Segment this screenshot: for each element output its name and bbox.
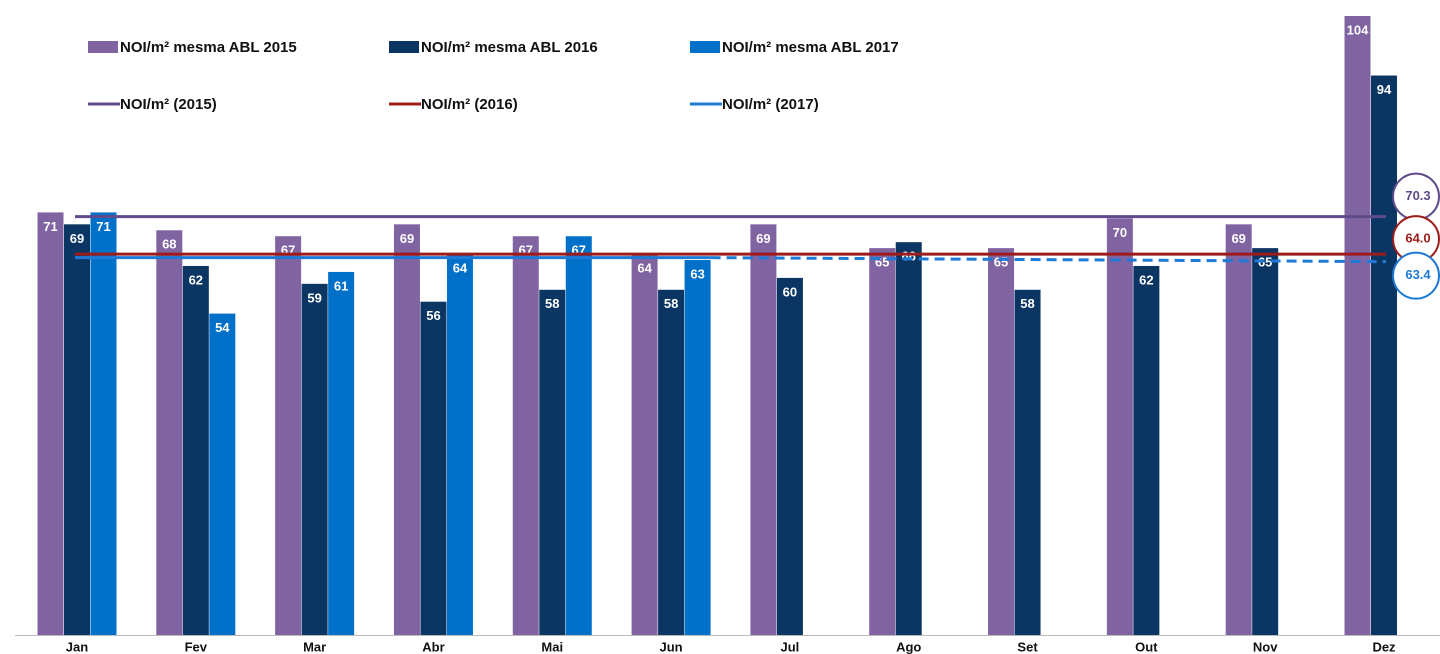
legend-label: NOI/m² (2017)	[722, 96, 819, 113]
bar	[182, 265, 209, 635]
x-tick-label: Nov	[1253, 639, 1278, 654]
bar-label: 60	[783, 284, 797, 299]
bar	[64, 224, 90, 635]
bar	[328, 271, 355, 635]
x-tick-label: Jun	[660, 639, 683, 654]
bar-label: 62	[189, 272, 203, 287]
bar-label: 58	[545, 296, 559, 311]
bar	[988, 248, 1015, 635]
bar	[1014, 289, 1041, 635]
bar	[869, 248, 896, 635]
bar-label: 58	[1020, 296, 1034, 311]
bar	[1133, 265, 1160, 635]
bar-label: 71	[43, 219, 57, 234]
bar-label: 61	[334, 278, 348, 293]
reference-label: 70.3	[1405, 188, 1430, 203]
bar	[776, 277, 803, 635]
bar-label: 65	[1258, 255, 1272, 270]
bar	[750, 224, 777, 635]
x-tick-label: Mai	[541, 639, 563, 654]
bar	[1344, 16, 1371, 635]
bar-label: 54	[215, 320, 230, 335]
bar	[1371, 75, 1397, 636]
bar-label: 70	[1113, 225, 1127, 240]
bar-label: 69	[70, 231, 84, 246]
x-tick-label: Jan	[66, 639, 88, 654]
legend-label: NOI/m² mesma ABL 2017	[722, 39, 899, 56]
legend-label: NOI/m² (2016)	[421, 96, 518, 113]
reference-line-dashed	[710, 256, 1387, 264]
legend-swatch	[690, 41, 720, 53]
legend-label: NOI/m² mesma ABL 2016	[421, 39, 598, 56]
bar	[631, 254, 658, 636]
bar-label: 65	[994, 255, 1008, 270]
bar	[393, 224, 420, 635]
x-tick-label: Abr	[422, 639, 444, 654]
x-tick-label: Fev	[185, 639, 208, 654]
bar	[565, 236, 592, 635]
bar-label: 62	[1139, 272, 1153, 287]
x-tick-label: Out	[1135, 639, 1158, 654]
bar	[658, 289, 685, 635]
bar	[275, 236, 302, 635]
x-tick-label: Dez	[1372, 639, 1396, 654]
value-bubble	[1392, 251, 1440, 300]
bar-label: 56	[426, 308, 440, 323]
bar-label: 58	[664, 296, 678, 311]
reference-label: 63.4	[1405, 267, 1431, 282]
x-tick-label: Mar	[303, 639, 326, 654]
bar	[539, 289, 566, 635]
bar-label: 104	[1347, 22, 1369, 37]
bar-label: 69	[400, 231, 414, 246]
bar-label: 69	[1231, 231, 1245, 246]
bar-label: 65	[875, 255, 889, 270]
legend-swatch	[88, 41, 118, 53]
bar-label: 59	[307, 290, 321, 305]
bar	[90, 212, 117, 636]
bar-label: 66	[901, 249, 915, 264]
bar-label: 68	[162, 237, 176, 252]
bar	[1252, 248, 1279, 635]
bar-label: 94	[1377, 82, 1392, 97]
bar	[1106, 218, 1133, 635]
bar-label: 69	[756, 231, 770, 246]
bar	[37, 212, 64, 636]
x-tick-label: Set	[1017, 639, 1038, 654]
legend-swatch	[389, 41, 419, 53]
bar	[301, 283, 328, 635]
bar	[1225, 224, 1252, 635]
bar	[895, 242, 922, 635]
bar-label: 64	[637, 261, 652, 276]
bar-label: 64	[453, 261, 468, 276]
bar	[684, 260, 711, 635]
x-tick-label: Jul	[781, 639, 800, 654]
legend-label: NOI/m² mesma ABL 2015	[120, 39, 297, 56]
legend-label: NOI/m² (2015)	[120, 96, 217, 113]
bar	[156, 230, 183, 635]
bar-label: 63	[690, 266, 704, 281]
bar-label: 71	[96, 219, 110, 234]
x-tick-label: Ago	[896, 639, 921, 654]
bar	[420, 301, 447, 635]
reference-label: 64.0	[1405, 231, 1430, 246]
bar	[209, 313, 236, 635]
bar	[446, 254, 473, 636]
bar	[512, 236, 539, 635]
